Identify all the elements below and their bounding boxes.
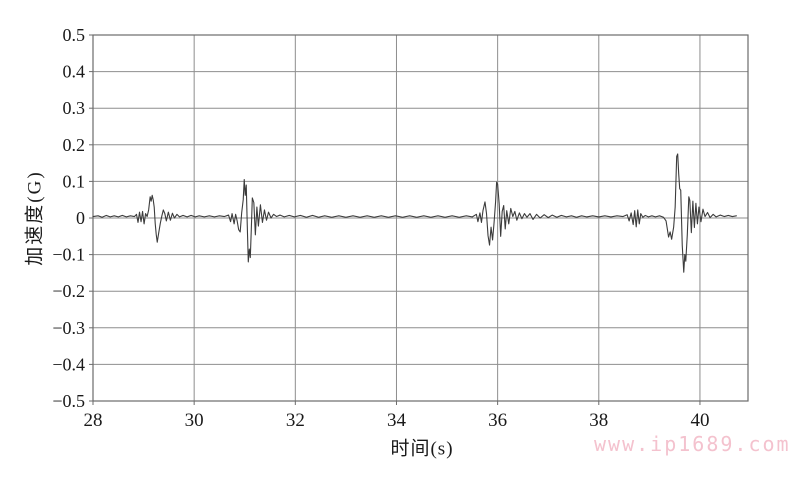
y-axis-title: 加速度(G)	[24, 170, 46, 266]
y-tick-label: −0.2	[52, 281, 85, 301]
x-tick-label: 34	[387, 410, 407, 431]
y-tick-label: −0.5	[52, 391, 85, 411]
y-tick-label: 0.4	[63, 62, 86, 82]
acceleration-trace	[92, 153, 737, 273]
watermark: www.ip1689.com	[594, 432, 791, 456]
plot-frame	[92, 34, 749, 402]
x-tick-label: 28	[84, 410, 103, 431]
y-tick-label: −0.3	[52, 318, 85, 338]
y-tick-label: 0	[76, 208, 85, 228]
x-tick-label: 36	[488, 410, 507, 431]
y-tick-label: −0.4	[52, 354, 85, 374]
y-tick-label: 0.1	[63, 171, 86, 191]
y-tick-label: 0.3	[63, 98, 86, 118]
x-tick-label: 30	[185, 410, 204, 431]
y-tick-label: 0.2	[63, 135, 86, 155]
y-tick-label: 0.5	[63, 25, 86, 45]
x-tick-label: 40	[690, 410, 709, 431]
y-tick-label: −0.1	[52, 245, 85, 265]
x-axis-title: 时间(s)	[390, 438, 454, 460]
x-tick-label: 32	[286, 410, 305, 431]
x-tick-label: 38	[589, 410, 608, 431]
